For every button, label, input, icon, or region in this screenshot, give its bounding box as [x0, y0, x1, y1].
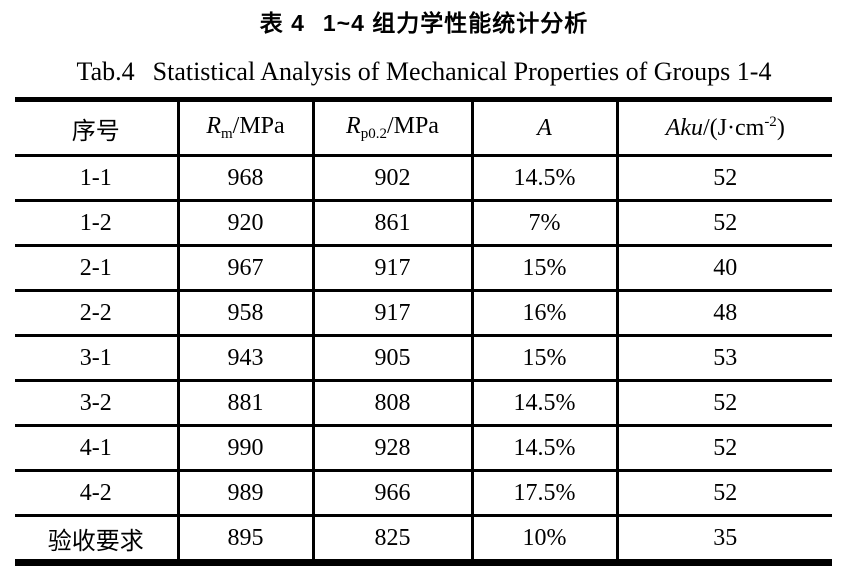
- cell-aku: 52: [615, 380, 832, 427]
- table-header-row: 序号 Rm/MPa Rp0.2/MPa A Aku/(J·cm-2): [15, 99, 832, 157]
- cell-elongation: 10%: [470, 515, 617, 564]
- cell-rm: 967: [176, 245, 313, 292]
- cell-serial: 2-2: [15, 290, 178, 337]
- mechanical-properties-table: 序号 Rm/MPa Rp0.2/MPa A Aku/(J·cm-2) 1-1 9…: [15, 97, 832, 566]
- caption-en-text: Statistical Analysis of Mechanical Prope…: [152, 57, 772, 86]
- cell-rm: 895: [176, 515, 313, 564]
- cell-rp02: 902: [311, 155, 472, 202]
- table-caption-english: Tab.4 Statistical Analysis of Mechanical …: [0, 54, 848, 90]
- cell-elongation: 16%: [470, 290, 617, 337]
- header-rm-unit: /MPa: [232, 113, 285, 139]
- cell-aku: 48: [615, 290, 832, 337]
- table-row: 4-1 990 928 14.5% 52: [15, 425, 832, 472]
- cell-rp02: 825: [311, 515, 472, 564]
- cell-serial: 1-1: [15, 155, 178, 202]
- header-aku-symbol: Aku: [665, 115, 703, 141]
- cell-serial: 3-1: [15, 335, 178, 382]
- cell-serial: 2-1: [15, 245, 178, 292]
- cell-aku: 40: [615, 245, 832, 292]
- cell-aku: 53: [615, 335, 832, 382]
- table-row: 2-1 967 917 15% 40: [15, 245, 832, 292]
- table-caption-chinese: 表 4 1~4 组力学性能统计分析: [0, 6, 848, 40]
- header-elongation-symbol: A: [537, 114, 552, 141]
- cell-rp02: 905: [311, 335, 472, 382]
- table-row: 4-2 989 966 17.5% 52: [15, 470, 832, 517]
- cell-serial: 3-2: [15, 380, 178, 427]
- cell-rp02: 917: [311, 290, 472, 337]
- table-row: 1-2 920 861 7% 52: [15, 200, 832, 247]
- header-rm-subscript: m: [220, 126, 233, 142]
- cell-rm: 968: [176, 155, 313, 202]
- cell-elongation: 7%: [470, 200, 617, 247]
- header-rp02: Rp0.2/MPa: [311, 99, 472, 157]
- header-rp02-subscript: p0.2: [360, 126, 387, 142]
- cell-aku: 52: [615, 155, 832, 202]
- cell-aku: 35: [615, 515, 832, 564]
- cell-rm: 881: [176, 380, 313, 427]
- header-elongation: A: [470, 99, 617, 157]
- cell-rm: 989: [176, 470, 313, 517]
- table-row: 3-1 943 905 15% 53: [15, 335, 832, 382]
- cell-aku: 52: [615, 200, 832, 247]
- header-rm: Rm/MPa: [176, 99, 313, 157]
- cell-rp02: 917: [311, 245, 472, 292]
- header-aku-superscript: -2: [764, 114, 777, 130]
- cell-rp02: 861: [311, 200, 472, 247]
- cell-serial: 4-2: [15, 470, 178, 517]
- cell-aku: 52: [615, 470, 832, 517]
- header-serial-label: 序号: [71, 118, 120, 145]
- cell-rp02: 966: [311, 470, 472, 517]
- cell-elongation: 14.5%: [470, 155, 617, 202]
- cell-rp02: 808: [311, 380, 472, 427]
- header-rp02-symbol: R: [346, 113, 361, 139]
- table-row: 2-2 958 917 16% 48: [15, 290, 832, 337]
- table-row: 1-1 968 902 14.5% 52: [15, 155, 832, 202]
- cell-elongation: 15%: [470, 245, 617, 292]
- header-aku-unit-close: ): [776, 115, 785, 141]
- cell-rm: 920: [176, 200, 313, 247]
- cell-elongation: 17.5%: [470, 470, 617, 517]
- caption-cn-label: 表 4: [259, 10, 305, 36]
- cell-elongation: 15%: [470, 335, 617, 382]
- cell-serial: 验收要求: [15, 515, 178, 564]
- header-aku-unit: /(J·cm: [703, 115, 765, 141]
- caption-cn-text: 1~4 组力学性能统计分析: [322, 10, 589, 36]
- cell-serial: 1-2: [15, 200, 178, 247]
- table-row: 3-2 881 808 14.5% 52: [15, 380, 832, 427]
- cell-serial: 4-1: [15, 425, 178, 472]
- cell-aku: 52: [615, 425, 832, 472]
- header-rm-symbol: R: [206, 113, 221, 139]
- cell-elongation: 14.5%: [470, 380, 617, 427]
- cell-elongation: 14.5%: [470, 425, 617, 472]
- cell-rm: 943: [176, 335, 313, 382]
- header-rp02-unit: /MPa: [386, 113, 439, 139]
- cell-rm: 958: [176, 290, 313, 337]
- header-aku: Aku/(J·cm-2): [615, 99, 832, 157]
- header-serial-number: 序号: [15, 99, 178, 157]
- cell-rm: 990: [176, 425, 313, 472]
- table-row-acceptance-requirement: 验收要求 895 825 10% 35: [15, 515, 832, 564]
- cell-rp02: 928: [311, 425, 472, 472]
- caption-en-label: Tab.4: [76, 57, 135, 86]
